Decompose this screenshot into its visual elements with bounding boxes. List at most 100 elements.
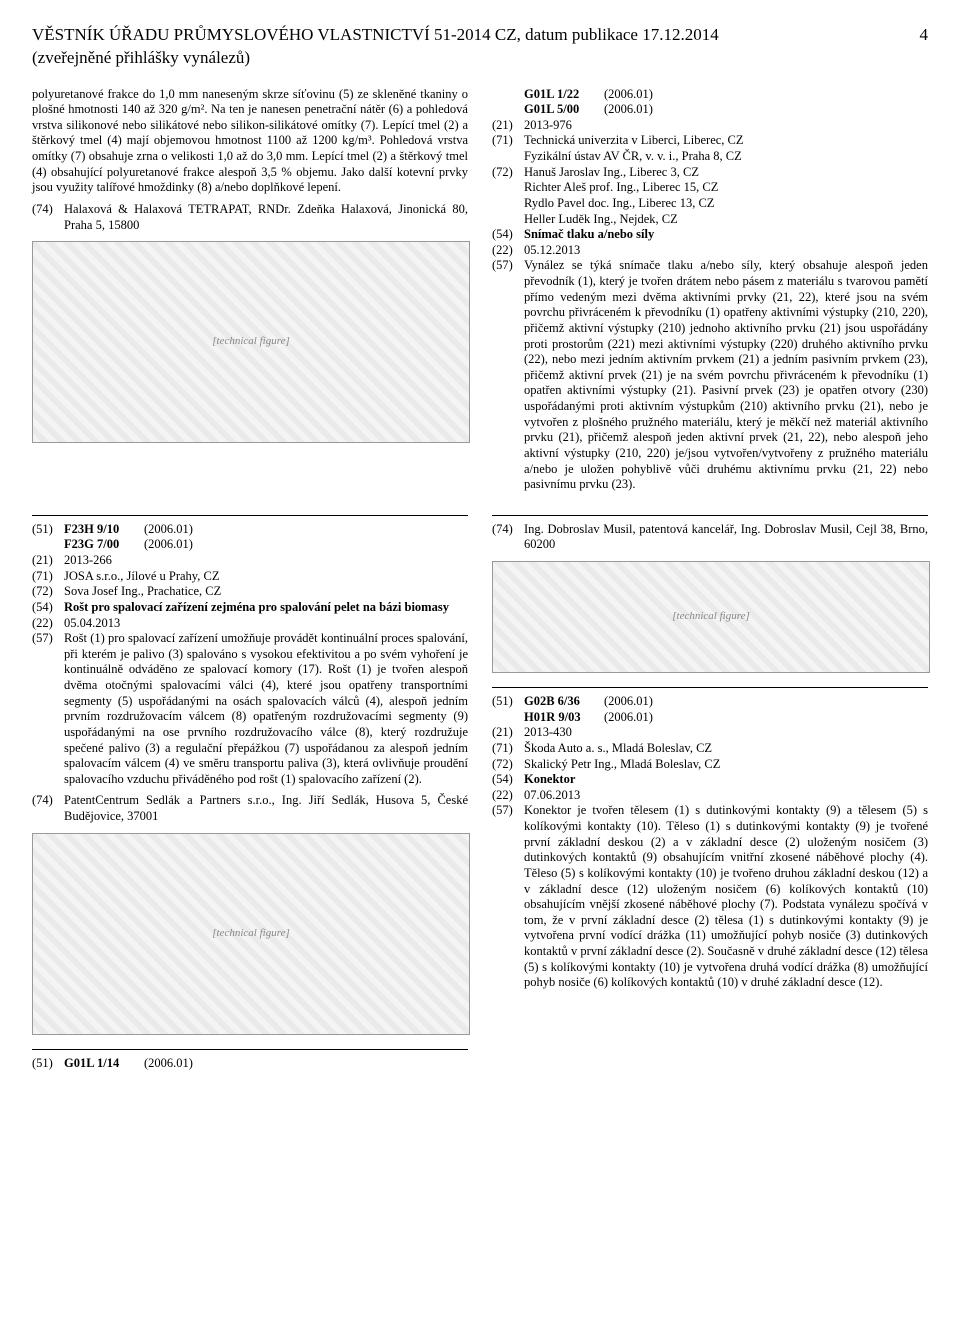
field-code: (21) [32, 553, 64, 569]
field-code: (54) [492, 227, 524, 243]
entry-row: (72)Hanuš Jaroslav Ing., Liberec 3, CZ R… [492, 165, 928, 228]
field-code: (71) [492, 133, 524, 164]
entry-row: (71)Technická univerzita v Liberci, Libe… [492, 133, 928, 164]
field-code: (71) [32, 569, 64, 585]
field-code [32, 537, 64, 553]
agent-code: (74) [492, 522, 524, 553]
entry-row: (21)2013-266 [32, 553, 468, 569]
separator [492, 687, 928, 688]
field-text: 2013-266 [64, 553, 468, 569]
field-code: (57) [32, 631, 64, 787]
field-text: Hanuš Jaroslav Ing., Liberec 3, CZ Richt… [524, 165, 928, 228]
class-year: (2006.01) [604, 102, 928, 118]
field-code: (21) [492, 725, 524, 741]
classification-row: F23G 7/00(2006.01) [32, 537, 468, 553]
field-text: 05.12.2013 [524, 243, 928, 259]
agent-code: (74) [32, 202, 64, 233]
entry-row: (72)Skalický Petr Ing., Mladá Boleslav, … [492, 757, 928, 773]
entry-row: (54)Snímač tlaku a/nebo síly [492, 227, 928, 243]
classification-row: G01L 5/00(2006.01) [492, 102, 928, 118]
class-code: F23H 9/10 [64, 522, 144, 538]
field-text: 05.04.2013 [64, 616, 468, 632]
figure-placeholder: [technical figure] [492, 561, 930, 673]
separator [492, 515, 928, 516]
classification-row: (51)G02B 6/36(2006.01) [492, 694, 928, 710]
entry-row: (54)Konektor [492, 772, 928, 788]
field-text: Vynález se týká snímače tlaku a/nebo síl… [524, 258, 928, 492]
top-columns: polyuretanové frakce do 1,0 mm naneseným… [32, 87, 928, 493]
class-code: H01R 9/03 [524, 710, 604, 726]
entry-row: (57)Konektor je tvořen tělesem (1) s dut… [492, 803, 928, 991]
agent-text: PatentCentrum Sedlák a Partners s.r.o., … [64, 793, 468, 824]
field-code: (54) [32, 600, 64, 616]
field-text: Sova Josef Ing., Prachatice, CZ [64, 584, 468, 600]
field-code: (71) [492, 741, 524, 757]
class-code: G02B 6/36 [524, 694, 604, 710]
entry-row: (72)Sova Josef Ing., Prachatice, CZ [32, 584, 468, 600]
entry-row: (21)2013-430 [492, 725, 928, 741]
field-text: Škoda Auto a. s., Mladá Boleslav, CZ [524, 741, 928, 757]
field-code [492, 710, 524, 726]
field-code: (57) [492, 258, 524, 492]
field-text: Konektor je tvořen tělesem (1) s dutinko… [524, 803, 928, 991]
class-year: (2006.01) [144, 537, 468, 553]
field-text: 07.06.2013 [524, 788, 928, 804]
separator [32, 515, 468, 516]
entry-row: (57)Rošt (1) pro spalovací zařízení umož… [32, 631, 468, 787]
entry-row: (57)Vynález se týká snímače tlaku a/nebo… [492, 258, 928, 492]
field-code [492, 102, 524, 118]
classification-row: G01L 1/22(2006.01) [492, 87, 928, 103]
field-text: 2013-976 [524, 118, 928, 134]
field-code: (22) [32, 616, 64, 632]
field-text: JOSA s.r.o., Jílové u Prahy, CZ [64, 569, 468, 585]
class-code: G01L 1/14 [64, 1056, 144, 1072]
field-code: (51) [32, 1056, 64, 1072]
class-year: (2006.01) [604, 710, 928, 726]
separator [32, 1049, 468, 1050]
field-code: (22) [492, 243, 524, 259]
right-top-col: G01L 1/22(2006.01)G01L 5/00(2006.01) (21… [492, 87, 928, 493]
class-year: (2006.01) [144, 522, 468, 538]
classification-row: (51)F23H 9/10(2006.01) [32, 522, 468, 538]
entry-row: (22)05.12.2013 [492, 243, 928, 259]
class-code: F23G 7/00 [64, 537, 144, 553]
field-code: (72) [492, 757, 524, 773]
field-code: (72) [32, 584, 64, 600]
field-code [492, 87, 524, 103]
entry-row: (22)07.06.2013 [492, 788, 928, 804]
field-text: Snímač tlaku a/nebo síly [524, 227, 928, 243]
agent-row: (74) PatentCentrum Sedlák a Partners s.r… [32, 793, 468, 824]
header-title: VĚSTNÍK ÚŘADU PRŮMYSLOVÉHO VLASTNICTVÍ 5… [32, 24, 928, 45]
field-text: Rošt pro spalovací zařízení zejména pro … [64, 600, 468, 616]
left-top-col: polyuretanové frakce do 1,0 mm naneseným… [32, 87, 468, 493]
field-code: (57) [492, 803, 524, 991]
entry-row: (21)2013-976 [492, 118, 928, 134]
agent-code: (74) [32, 793, 64, 824]
right-mid-col: (74) Ing. Dobroslav Musil, patentová kan… [492, 501, 928, 1072]
class-code: G01L 5/00 [524, 102, 604, 118]
class-code: G01L 1/22 [524, 87, 604, 103]
class-year: (2006.01) [604, 694, 928, 710]
field-code: (22) [492, 788, 524, 804]
figure-placeholder: [technical figure] [32, 833, 470, 1035]
entry-row: (71)JOSA s.r.o., Jílové u Prahy, CZ [32, 569, 468, 585]
classification-row: (51)G01L 1/14(2006.01) [32, 1056, 468, 1072]
header-subtitle: (zveřejněné přihlášky vynálezů) [32, 47, 928, 68]
field-code: (54) [492, 772, 524, 788]
class-year: (2006.01) [144, 1056, 468, 1072]
agent-row: (74) Ing. Dobroslav Musil, patentová kan… [492, 522, 928, 553]
page-number: 4 [920, 24, 929, 45]
field-text: 2013-430 [524, 725, 928, 741]
figure-placeholder: [technical figure] [32, 241, 470, 443]
field-code: (51) [492, 694, 524, 710]
agent-text: Halaxová & Halaxová TETRAPAT, RNDr. Zdeň… [64, 202, 468, 233]
field-text: Rošt (1) pro spalovací zařízení umožňuje… [64, 631, 468, 787]
classification-row: H01R 9/03(2006.01) [492, 710, 928, 726]
class-year: (2006.01) [604, 87, 928, 103]
field-text: Skalický Petr Ing., Mladá Boleslav, CZ [524, 757, 928, 773]
field-code: (72) [492, 165, 524, 228]
entry-row: (22)05.04.2013 [32, 616, 468, 632]
left-mid-col: (51)F23H 9/10(2006.01)F23G 7/00(2006.01)… [32, 501, 468, 1072]
continuation-text: polyuretanové frakce do 1,0 mm naneseným… [32, 87, 468, 196]
agent-text: Ing. Dobroslav Musil, patentová kancelář… [524, 522, 928, 553]
